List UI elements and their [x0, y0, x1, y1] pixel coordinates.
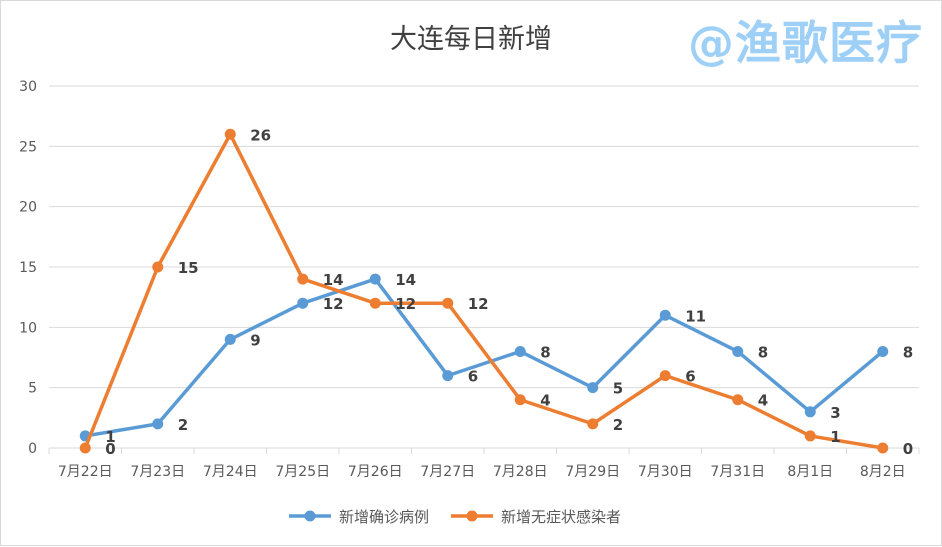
- data-point: [877, 442, 889, 454]
- data-point: [587, 418, 599, 430]
- data-point: [587, 382, 599, 394]
- x-tick-label: 7月24日: [203, 464, 258, 480]
- series-line-1: [83, 132, 885, 450]
- data-label: 14: [323, 271, 344, 289]
- data-point: [732, 345, 744, 357]
- y-tick-label: 0: [28, 441, 37, 457]
- data-label: 4: [540, 392, 550, 410]
- data-label: 1: [830, 428, 840, 446]
- data-label: 5: [613, 380, 623, 398]
- x-tick-label: 8月2日: [860, 464, 906, 480]
- x-tick-label: 7月30日: [638, 464, 693, 480]
- data-label: 15: [178, 259, 199, 277]
- x-tick-label: 7月27日: [420, 464, 475, 480]
- grid-lines: [49, 85, 919, 449]
- data-label: 11: [685, 307, 706, 325]
- data-label: 6: [685, 368, 695, 386]
- x-axis-ticks: 7月22日 7月23日 7月24日 7月25日 7月26日 7月27日 7月28日 7月29日…: [48, 448, 920, 480]
- y-tick-label: 10: [19, 320, 37, 336]
- data-label: 2: [178, 416, 188, 434]
- data-point: [79, 442, 91, 454]
- data-point: [297, 273, 309, 285]
- watermark-text: @渔歌医疗: [688, 16, 923, 70]
- data-point: [224, 128, 236, 140]
- y-tick-label: 30: [19, 79, 37, 95]
- y-tick-label: 25: [19, 139, 37, 155]
- x-tick-label: 7月28日: [493, 464, 548, 480]
- series-lines: [79, 128, 889, 454]
- data-point: [297, 297, 309, 309]
- x-tick-label: 7月25日: [275, 464, 330, 480]
- data-point: [442, 370, 454, 382]
- data-label: 26: [250, 126, 271, 144]
- data-point: [732, 394, 744, 406]
- data-point: [224, 333, 236, 345]
- x-tick-label: 7月23日: [130, 464, 185, 480]
- data-label: 4: [758, 392, 768, 410]
- legend-label-0: 新增确诊病例: [339, 508, 429, 526]
- data-point: [369, 273, 381, 285]
- chart-title: 大连每日新增: [390, 24, 552, 55]
- data-point: [369, 297, 381, 309]
- y-axis-ticks: 0 5 10 15 20 25 30: [19, 79, 37, 457]
- x-tick-label: 7月22日: [58, 464, 113, 480]
- legend: 新增确诊病例 新增无症状感染者: [289, 508, 621, 526]
- x-tick-label: 7月26日: [348, 464, 403, 480]
- x-tick-label: 7月29日: [565, 464, 620, 480]
- y-tick-label: 15: [19, 260, 37, 276]
- series-line-0: [83, 277, 885, 438]
- data-label: 12: [395, 295, 416, 313]
- legend-marker-1: [466, 510, 478, 522]
- data-label: 8: [540, 343, 550, 361]
- data-label: 12: [468, 295, 489, 313]
- data-point: [804, 430, 816, 442]
- data-label: 14: [395, 271, 416, 289]
- data-label: 0: [105, 440, 115, 458]
- legend-marker-0: [304, 510, 316, 522]
- data-point: [659, 370, 671, 382]
- data-label: 0: [903, 440, 913, 458]
- data-point: [442, 297, 454, 309]
- legend-label-1: 新增无症状感染者: [501, 508, 621, 526]
- y-tick-label: 20: [19, 200, 37, 216]
- data-label: 3: [830, 404, 840, 422]
- data-point: [514, 394, 526, 406]
- data-point: [514, 345, 526, 357]
- data-point: [877, 345, 889, 357]
- data-label: 9: [250, 331, 260, 349]
- data-label: 2: [613, 416, 623, 434]
- data-label: 12: [323, 295, 344, 313]
- data-point: [152, 418, 164, 430]
- y-tick-label: 5: [28, 381, 37, 397]
- data-point: [804, 406, 816, 418]
- data-point: [659, 309, 671, 321]
- data-label: 6: [468, 368, 478, 386]
- data-label: 1: [105, 428, 115, 446]
- data-label: 8: [903, 343, 913, 361]
- x-tick-label: 8月1日: [787, 464, 833, 480]
- data-point: [152, 261, 164, 273]
- data-label: 8: [758, 343, 768, 361]
- x-tick-label: 7月31日: [710, 464, 765, 480]
